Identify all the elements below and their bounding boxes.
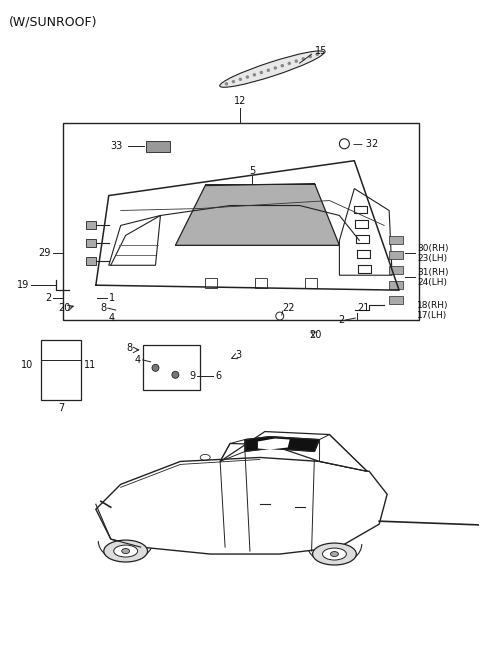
Bar: [389, 236, 403, 244]
Text: 15: 15: [314, 46, 327, 56]
Text: 5: 5: [249, 166, 255, 176]
Polygon shape: [258, 438, 290, 449]
Text: 12: 12: [234, 96, 246, 106]
Text: 7: 7: [58, 403, 64, 413]
Text: 4: 4: [109, 313, 115, 323]
Text: 19: 19: [17, 280, 29, 290]
Ellipse shape: [330, 552, 338, 556]
Ellipse shape: [239, 77, 242, 81]
Text: 31(RH): 31(RH): [417, 268, 448, 277]
Circle shape: [172, 371, 179, 379]
Text: 23(LH): 23(LH): [417, 254, 447, 263]
Ellipse shape: [274, 66, 277, 70]
Ellipse shape: [260, 71, 263, 74]
Bar: [86, 239, 96, 247]
Polygon shape: [96, 457, 387, 554]
Text: 11: 11: [84, 360, 96, 370]
Ellipse shape: [122, 548, 130, 554]
Text: 2: 2: [45, 293, 51, 303]
Text: (W/SUNROOF): (W/SUNROOF): [9, 15, 98, 28]
Bar: [389, 296, 403, 304]
Text: 3: 3: [235, 350, 241, 360]
Text: 21: 21: [357, 303, 370, 313]
Bar: [255, 278, 267, 288]
Ellipse shape: [266, 68, 270, 72]
Text: 10: 10: [21, 360, 33, 370]
Text: 8: 8: [127, 343, 132, 353]
Bar: [205, 278, 217, 288]
Bar: [41, 340, 81, 400]
Ellipse shape: [220, 51, 324, 87]
Text: 6: 6: [215, 371, 221, 380]
Ellipse shape: [232, 80, 235, 83]
Polygon shape: [175, 184, 339, 245]
Ellipse shape: [288, 62, 291, 65]
Text: 33: 33: [111, 141, 123, 151]
Text: 2: 2: [338, 315, 344, 325]
Ellipse shape: [315, 52, 319, 56]
Bar: [143, 345, 200, 390]
Bar: [305, 278, 316, 288]
Bar: [86, 222, 96, 230]
Bar: [389, 266, 403, 274]
Ellipse shape: [295, 60, 298, 63]
Text: 8: 8: [101, 303, 107, 313]
Text: — 32: — 32: [353, 139, 379, 149]
Polygon shape: [220, 432, 367, 472]
Ellipse shape: [280, 64, 284, 68]
Ellipse shape: [312, 543, 356, 565]
Text: 18(RH): 18(RH): [417, 300, 448, 310]
Text: 20: 20: [59, 303, 71, 313]
Text: 1: 1: [109, 293, 115, 303]
Bar: [86, 257, 96, 265]
Ellipse shape: [104, 540, 147, 562]
Ellipse shape: [246, 75, 249, 79]
Bar: [389, 281, 403, 289]
Bar: [389, 251, 403, 259]
Ellipse shape: [301, 57, 305, 60]
Text: 29: 29: [39, 249, 51, 258]
Polygon shape: [245, 436, 320, 451]
Text: 30(RH): 30(RH): [417, 244, 448, 253]
Text: 4: 4: [134, 355, 141, 365]
Bar: [63, 123, 419, 320]
Ellipse shape: [323, 548, 347, 560]
Text: 22: 22: [282, 303, 294, 313]
Ellipse shape: [252, 73, 256, 77]
Text: 9: 9: [189, 371, 195, 380]
Circle shape: [152, 364, 159, 371]
Text: 20: 20: [310, 330, 322, 340]
Text: 24(LH): 24(LH): [417, 277, 447, 287]
Ellipse shape: [114, 545, 138, 557]
Text: 17(LH): 17(LH): [417, 310, 447, 319]
Ellipse shape: [309, 55, 312, 58]
Ellipse shape: [225, 82, 228, 86]
Bar: [145, 141, 170, 152]
